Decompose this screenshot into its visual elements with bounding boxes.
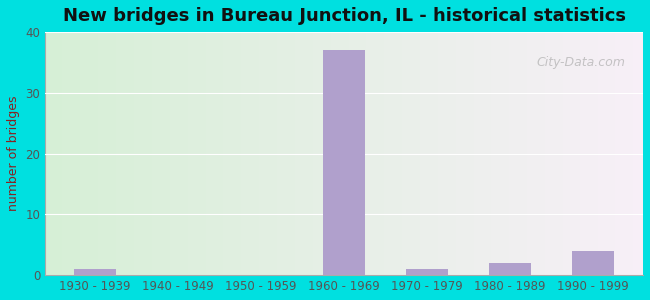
Bar [74, 269, 116, 275]
Y-axis label: number of bridges: number of bridges [7, 96, 20, 212]
Bar [489, 263, 531, 275]
Bar [324, 50, 365, 275]
Bar [406, 269, 448, 275]
Title: New bridges in Bureau Junction, IL - historical statistics: New bridges in Bureau Junction, IL - his… [62, 7, 626, 25]
Text: City-Data.com: City-Data.com [536, 56, 625, 69]
Bar [573, 251, 614, 275]
